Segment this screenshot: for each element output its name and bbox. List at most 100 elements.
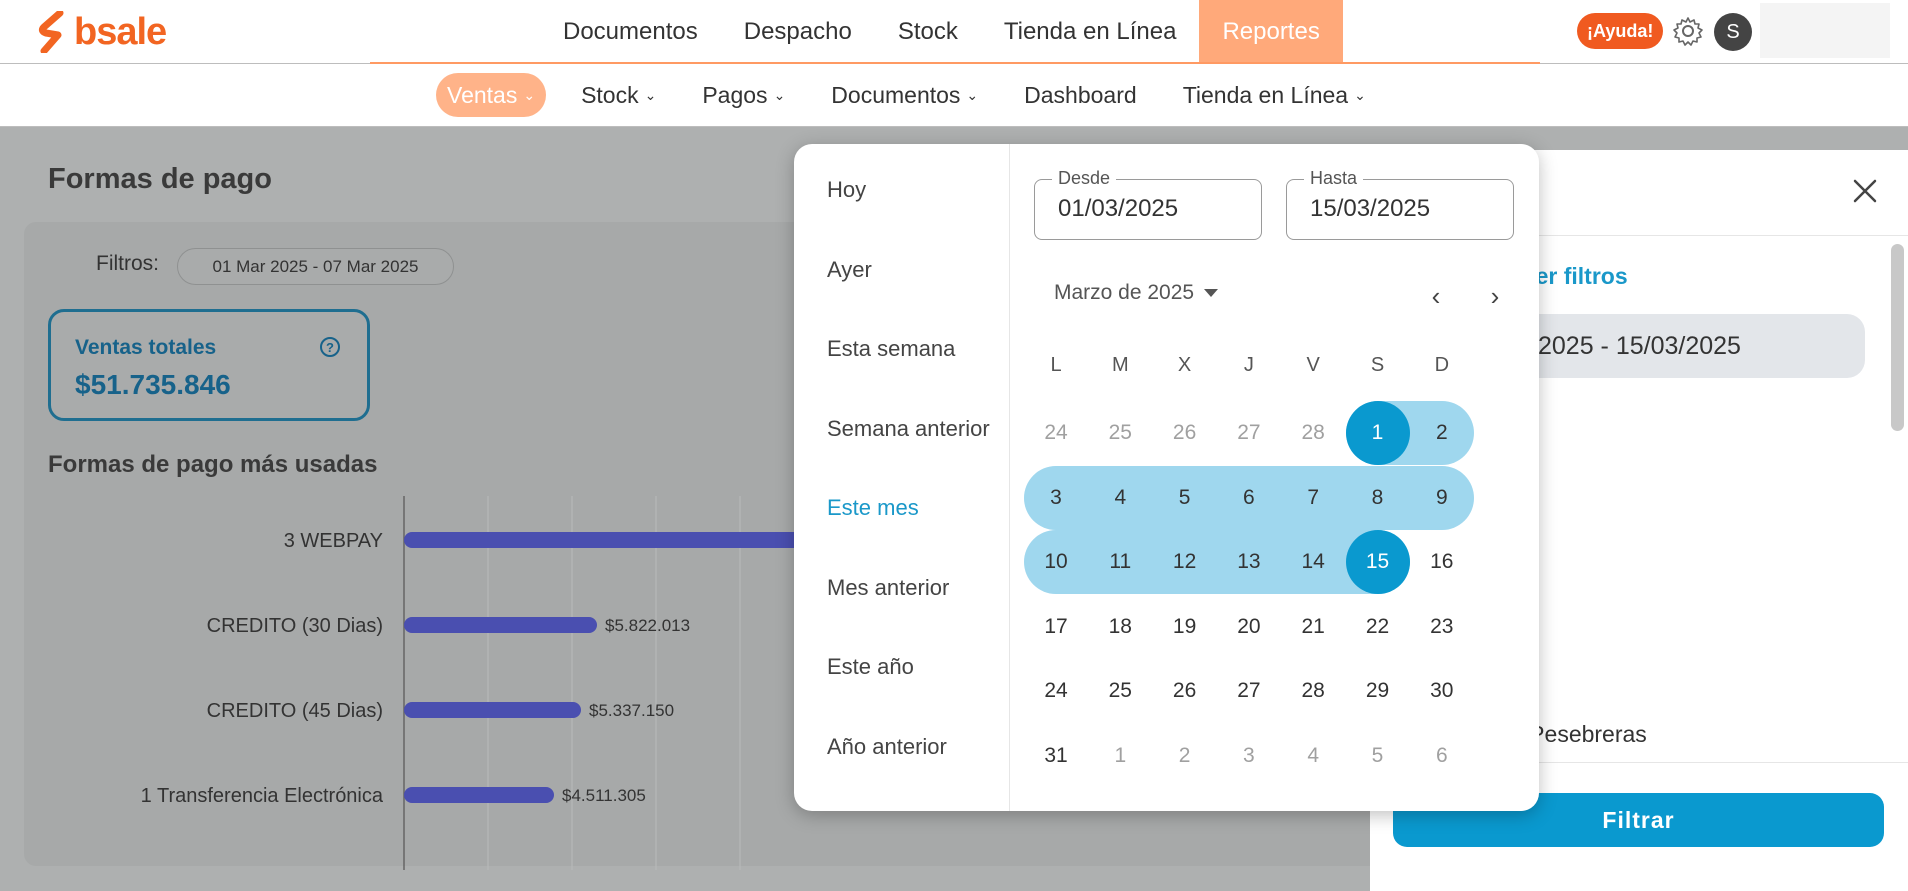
- subnav-documentos[interactable]: Documentos ⌄: [820, 73, 989, 117]
- bsale-logo[interactable]: bsale: [38, 10, 167, 54]
- category-label: CREDITO (45 Dias): [207, 700, 383, 722]
- calendar-day[interactable]: 2: [1178, 743, 1191, 767]
- calendar-day[interactable]: 16: [1430, 550, 1454, 573]
- chevron-right-icon[interactable]: ›: [1490, 281, 1500, 311]
- selected-range-band: [1024, 530, 1410, 594]
- calendar-day[interactable]: 24: [1044, 421, 1068, 444]
- calendar-day[interactable]: 24: [1044, 679, 1068, 702]
- nav-stock[interactable]: Stock: [897, 17, 958, 45]
- calendar-day[interactable]: 20: [1237, 614, 1261, 638]
- calendar-day[interactable]: 13: [1237, 550, 1261, 573]
- calendar-day[interactable]: 21: [1301, 614, 1325, 638]
- nav-tienda-en-linea[interactable]: Tienda en Línea: [1003, 17, 1177, 45]
- calendar-day[interactable]: 27: [1237, 679, 1261, 702]
- calendar-day[interactable]: 11: [1109, 550, 1132, 573]
- preset-ano-anterior[interactable]: Año anterior: [827, 734, 947, 759]
- calendar-day[interactable]: 5: [1178, 485, 1191, 509]
- calendar-day[interactable]: 22: [1365, 614, 1390, 638]
- calendar-day[interactable]: 1: [1345, 401, 1410, 465]
- bar[interactable]: [404, 787, 554, 803]
- calendar-day[interactable]: 19: [1172, 614, 1197, 638]
- calendar-day[interactable]: 25: [1108, 679, 1132, 702]
- calendar-day[interactable]: 30: [1430, 679, 1454, 702]
- bar[interactable]: [404, 702, 581, 718]
- chevron-down-icon: ⌄: [1354, 86, 1366, 103]
- subnav-label: Stock: [581, 81, 639, 108]
- avatar[interactable]: S: [1714, 13, 1752, 51]
- calendar-day[interactable]: 5: [1371, 743, 1384, 767]
- preset-esta-semana[interactable]: Esta semana: [827, 336, 956, 361]
- panel-footer-divider: [1370, 762, 1908, 763]
- calendar-day[interactable]: 3: [1243, 743, 1255, 767]
- scrollbar[interactable]: [1891, 244, 1904, 431]
- to-date-field[interactable]: Hasta 15/03/2025: [1286, 168, 1514, 240]
- value-label: $4.511.305: [562, 786, 646, 805]
- preset-semana-anterior[interactable]: Semana anterior: [827, 416, 990, 441]
- calendar-day[interactable]: 28: [1301, 421, 1325, 444]
- nav-despacho[interactable]: Despacho: [743, 17, 852, 45]
- preset-este-ano[interactable]: Este año: [827, 654, 914, 679]
- weekday-header: D: [1434, 354, 1450, 376]
- subnav-ventas[interactable]: Ventas ⌄: [436, 73, 547, 117]
- calendar-day[interactable]: 2: [1435, 421, 1448, 444]
- subnav-pagos[interactable]: Pagos ⌄: [691, 73, 796, 117]
- filters-label: Filtros:: [96, 252, 159, 275]
- from-date-value: 01/03/2025: [1058, 195, 1179, 222]
- calendar-day[interactable]: 6: [1243, 485, 1255, 509]
- calendar-day[interactable]: 3: [1050, 485, 1062, 509]
- preset-ayer[interactable]: Ayer: [827, 257, 872, 282]
- sub-nav: Ventas ⌄ Stock ⌄ Pagos ⌄ Documentos ⌄ Dashbo…: [0, 64, 1908, 126]
- calendar-day[interactable]: 23: [1430, 614, 1454, 638]
- calendar-day[interactable]: 29: [1365, 679, 1390, 702]
- calendar-day[interactable]: 4: [1307, 743, 1320, 767]
- calendar-day[interactable]: 10: [1044, 550, 1068, 573]
- calendar-day[interactable]: 1: [1114, 743, 1127, 767]
- chevron-left-icon[interactable]: ‹: [1431, 281, 1441, 311]
- nav-reportes[interactable]: Reportes: [1199, 0, 1343, 63]
- category-label: 3 WEBPAY: [284, 530, 383, 552]
- from-date-label: Desde: [1052, 168, 1117, 189]
- gear-icon[interactable]: [1672, 15, 1704, 47]
- month-selector[interactable]: Marzo de 2025: [1054, 281, 1219, 305]
- calendar-day[interactable]: 26: [1172, 679, 1197, 702]
- preset-hoy[interactable]: Hoy: [827, 177, 867, 202]
- subnav-dashboard[interactable]: Dashboard: [1013, 73, 1148, 117]
- bar[interactable]: [404, 532, 804, 548]
- calendar-day[interactable]: 18: [1108, 614, 1132, 638]
- calendar-day[interactable]: 7: [1307, 485, 1320, 509]
- bar[interactable]: [404, 617, 597, 633]
- payment-methods-chart: 3 WEBPAY CREDITO (30 Dias) $5.822.013 CREDI…: [141, 496, 804, 870]
- calendar-day[interactable]: 8: [1371, 485, 1384, 509]
- calendar-day[interactable]: 17: [1044, 614, 1068, 638]
- help-button[interactable]: ¡Ayuda!: [1577, 13, 1664, 49]
- calendar-day[interactable]: 4: [1114, 485, 1127, 509]
- value-label: $5.337.150: [589, 701, 674, 720]
- total-sales-label: Ventas totales: [75, 336, 217, 359]
- subnav-label: Ventas: [447, 81, 518, 108]
- preset-este-mes[interactable]: Este mes: [827, 495, 919, 520]
- calendar-day[interactable]: 31: [1044, 743, 1068, 767]
- close-icon[interactable]: [1851, 177, 1879, 205]
- nav-documentos[interactable]: Documentos: [563, 17, 698, 45]
- calendar-day[interactable]: 12: [1172, 550, 1197, 573]
- top-bar: bsale Documentos Despacho Stock Tienda e…: [0, 0, 1908, 63]
- help-circle-icon[interactable]: ?: [320, 337, 340, 357]
- weekday-header: J: [1243, 354, 1254, 376]
- nav-underline: [370, 62, 1540, 64]
- chevron-down-icon: ⌄: [644, 86, 657, 103]
- from-date-field[interactable]: Desde 01/03/2025: [1034, 168, 1262, 240]
- preset-mes-anterior[interactable]: Mes anterior: [827, 575, 950, 600]
- calendar-day[interactable]: 14: [1301, 550, 1325, 573]
- user-account-area[interactable]: [1760, 3, 1890, 58]
- calendar-day[interactable]: 28: [1301, 679, 1325, 702]
- calendar-day[interactable]: 26: [1172, 421, 1197, 444]
- subnav-tienda-en-linea[interactable]: Tienda en Línea ⌄: [1172, 73, 1377, 117]
- subnav-stock[interactable]: Stock ⌄: [570, 73, 667, 117]
- bsale-logo-icon: [38, 11, 64, 53]
- active-filter-chip[interactable]: 01 Mar 2025 - 07 Mar 2025: [177, 248, 454, 285]
- calendar-day[interactable]: 25: [1108, 421, 1132, 444]
- calendar-day[interactable]: 15: [1345, 530, 1410, 594]
- calendar-day[interactable]: 6: [1435, 743, 1448, 767]
- calendar-day[interactable]: 27: [1237, 421, 1261, 444]
- calendar-day[interactable]: 9: [1435, 485, 1448, 509]
